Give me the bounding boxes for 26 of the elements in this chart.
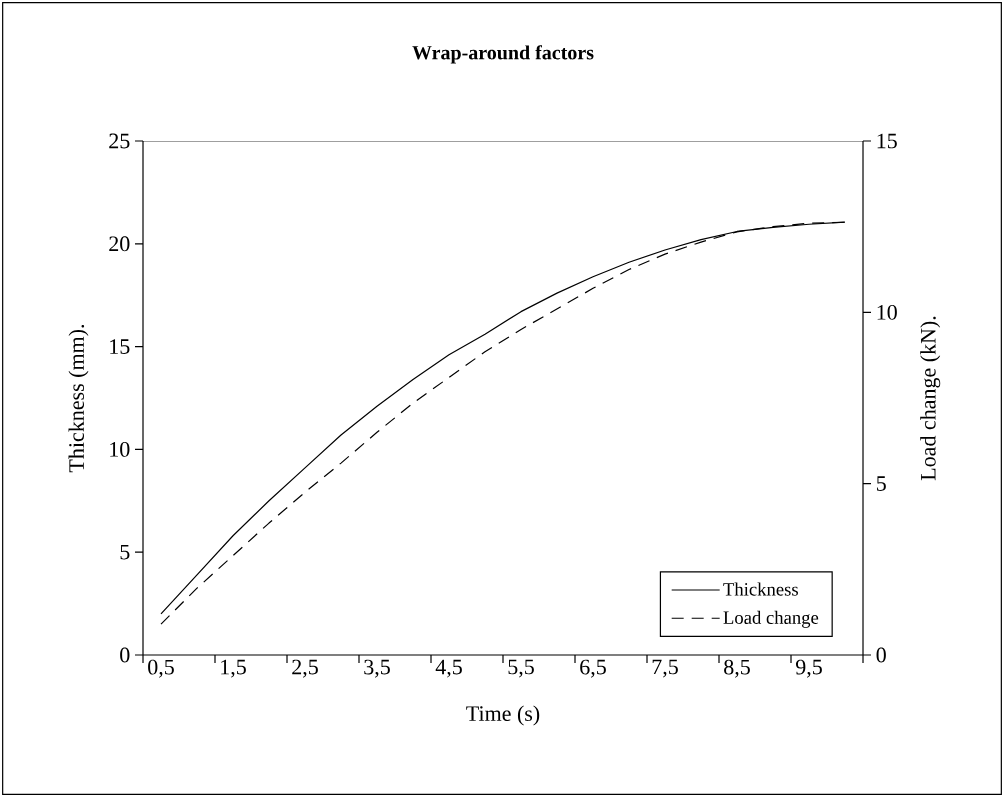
y2-tick-label: 10	[877, 304, 897, 320]
x-tick-label: 2,5	[292, 659, 318, 678]
y-tick-label: 20	[109, 236, 130, 252]
y2-tick-label: 5	[876, 476, 886, 491]
x-tick-label: 5,5	[508, 659, 534, 678]
y-tick-label: 10	[110, 441, 130, 457]
y2-tick-label: 15	[877, 133, 897, 149]
y2-tick-label: 0	[876, 647, 886, 663]
x-tick-label: 1,5	[221, 659, 246, 678]
y-axis-title: Thickness (mm).	[68, 324, 89, 473]
y-tick-label: 5	[120, 544, 130, 560]
chart-title: Wrap-around factors	[412, 45, 594, 64]
y-tick-label: 15	[110, 339, 130, 354]
y-tick-label: 25	[109, 133, 130, 149]
y2-axis-title: Load change (kN).	[920, 316, 941, 481]
x-tick-label: 0,5	[148, 659, 174, 678]
legend-label: Load change	[723, 610, 819, 628]
x-tick-label: 3,5	[364, 659, 390, 678]
x-axis-title: Time (s)	[466, 705, 540, 726]
x-tick-label: 8,5	[724, 659, 750, 678]
y-tick-label: 0	[120, 647, 130, 663]
x-tick-label: 9,5	[795, 659, 822, 678]
x-tick-label: 6,5	[580, 659, 606, 678]
x-tick-label: 7,5	[652, 659, 678, 678]
legend-label: Thickness	[723, 582, 798, 596]
x-tick-label: 4,5	[435, 659, 462, 678]
